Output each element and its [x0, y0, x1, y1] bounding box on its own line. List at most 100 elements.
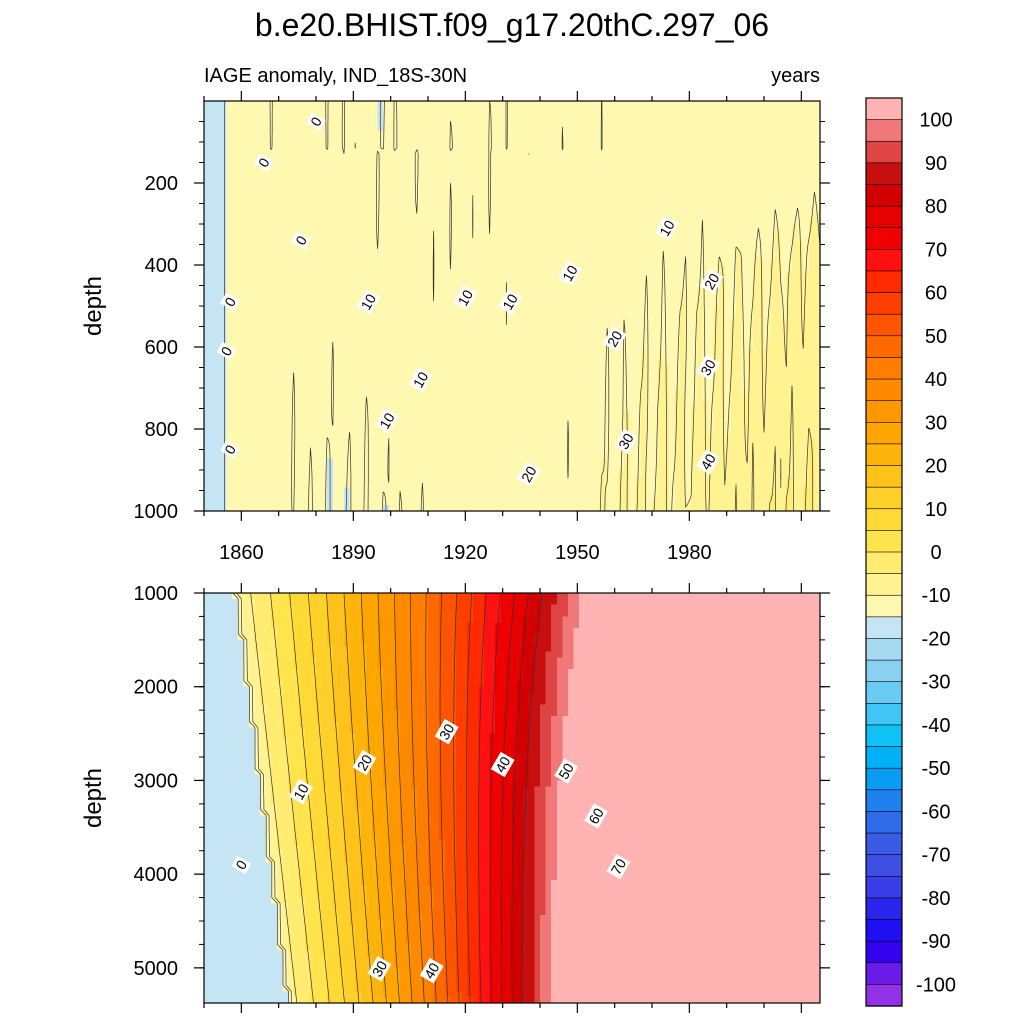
upper-field-cell	[512, 200, 519, 208]
upper-field-cell	[545, 241, 552, 249]
upper-field-cell	[248, 177, 255, 184]
upper-field-cell	[377, 118, 384, 126]
upper-field-cell	[775, 300, 782, 307]
upper-field-cell	[467, 276, 474, 284]
upper-field-cell	[506, 183, 513, 190]
upper-field-cell	[685, 165, 692, 172]
upper-field-cell	[612, 206, 619, 213]
upper-field-cell	[540, 177, 547, 184]
upper-field-cell	[456, 153, 463, 161]
upper-field-cell	[327, 335, 334, 342]
upper-field-cell	[220, 212, 227, 219]
upper-field-cell	[226, 364, 233, 372]
upper-field-cell	[422, 171, 429, 178]
upper-field-cell	[461, 282, 468, 290]
upper-field-cell	[797, 329, 804, 336]
upper-field-cell	[411, 347, 418, 354]
upper-field-cell	[265, 276, 272, 284]
upper-field-cell	[551, 329, 558, 336]
upper-field-cell	[786, 112, 793, 120]
upper-field-cell	[237, 118, 244, 126]
upper-field-cell	[680, 247, 687, 254]
upper-field-cell	[366, 323, 373, 331]
upper-field-cell	[612, 124, 619, 131]
upper-field-cell	[456, 265, 463, 272]
upper-field-cell	[685, 194, 692, 202]
upper-field-cell	[484, 288, 491, 295]
upper-field-cell	[265, 265, 272, 272]
upper-field-cell	[545, 247, 552, 254]
upper-field-cell	[478, 106, 485, 114]
upper-field-cell	[232, 188, 239, 196]
upper-field-cell	[668, 335, 675, 342]
upper-field-cell	[310, 206, 317, 213]
upper-field-cell	[584, 147, 591, 155]
upper-field-cell	[299, 159, 306, 167]
upper-field-cell	[260, 130, 267, 137]
upper-field-cell	[366, 347, 373, 354]
upper-field-cell	[568, 282, 575, 290]
upper-field-cell	[719, 352, 726, 360]
upper-field-cell	[769, 352, 776, 360]
upper-field-cell	[405, 224, 412, 231]
upper-field-cell	[400, 265, 407, 272]
upper-field-cell	[248, 101, 255, 108]
upper-field-cell	[708, 265, 715, 272]
upper-field-cell	[607, 218, 614, 225]
upper-field-cell	[405, 294, 412, 301]
upper-field-cell	[372, 124, 379, 131]
upper-field-cell	[618, 106, 625, 114]
upper-field-cell	[332, 206, 339, 213]
upper-field-cell	[674, 159, 681, 167]
upper-field-cell	[226, 165, 233, 172]
upper-field-cell	[764, 101, 771, 108]
upper-field-cell	[304, 247, 311, 254]
upper-field-cell	[388, 153, 395, 161]
upper-field-cell	[478, 200, 485, 208]
upper-field-cell	[713, 106, 720, 114]
upper-field-cell	[512, 358, 519, 366]
upper-field-cell	[545, 124, 552, 131]
upper-field-cell	[254, 171, 261, 178]
upper-field-cell	[769, 112, 776, 120]
upper-field-cell	[607, 259, 614, 266]
upper-field-cell	[383, 112, 390, 120]
upper-field-cell	[579, 112, 586, 120]
upper-field-cell	[708, 306, 715, 313]
upper-field-cell	[444, 276, 451, 284]
upper-field-cell	[360, 282, 367, 290]
upper-field-cell	[663, 171, 670, 178]
upper-field-cell	[276, 106, 283, 114]
upper-field-cell	[484, 130, 491, 137]
upper-field-cell	[646, 358, 653, 366]
upper-field-cell	[332, 153, 339, 161]
upper-field-cell	[747, 124, 754, 131]
upper-field-cell	[366, 259, 373, 266]
upper-field-cell	[444, 241, 451, 249]
upper-field-cell	[349, 317, 356, 325]
upper-field-cell	[276, 101, 283, 108]
upper-field-cell	[618, 229, 625, 237]
upper-field-cell	[685, 212, 692, 219]
upper-field-cell	[691, 224, 698, 231]
upper-field-cell	[764, 276, 771, 284]
upper-field-cell	[243, 241, 250, 249]
upper-field-cell	[461, 200, 468, 208]
upper-field-cell	[372, 183, 379, 190]
upper-field-cell	[304, 259, 311, 266]
upper-field-cell	[590, 329, 597, 336]
upper-field-cell	[209, 358, 216, 366]
upper-field-cell	[344, 130, 351, 137]
upper-field-cell	[797, 183, 804, 190]
upper-field-cell	[752, 352, 759, 360]
upper-field-cell	[618, 311, 625, 319]
upper-field-cell	[573, 247, 580, 254]
upper-field-cell	[708, 124, 715, 131]
upper-field-cell	[517, 136, 524, 143]
upper-field-cell	[584, 300, 591, 307]
upper-field-cell	[467, 241, 474, 249]
upper-field-cell	[808, 130, 815, 137]
upper-field-cell	[433, 347, 440, 354]
upper-field-cell	[232, 200, 239, 208]
upper-field-cell	[814, 335, 821, 342]
